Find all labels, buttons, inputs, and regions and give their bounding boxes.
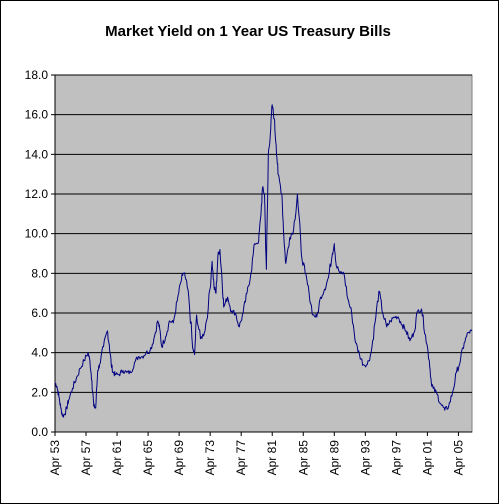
y-tick-label: 2.0 [31, 385, 48, 399]
y-tick-label: 18.0 [25, 68, 49, 82]
plot-area [54, 74, 473, 433]
x-tick-label: Apr 97 [389, 440, 403, 476]
x-tick-label: Apr 93 [358, 440, 372, 476]
y-tick-label: 8.0 [31, 266, 48, 280]
x-tick-label: Apr 89 [327, 440, 341, 476]
x-axis-ticks: Apr 53 Apr 57 Apr 61 Apr 65 Apr 69 Apr 73 Apr … [48, 432, 465, 475]
x-tick-label: Apr 85 [296, 440, 310, 476]
x-tick-label: Apr 57 [79, 440, 93, 476]
x-tick-label: Apr 73 [203, 440, 217, 476]
x-tick-label: Apr 65 [141, 440, 155, 476]
chart-title: Market Yield on 1 Year US Treasury Bills [105, 23, 391, 40]
x-tick-label: Apr 61 [110, 440, 124, 476]
y-tick-label: 0.0 [31, 425, 48, 439]
x-tick-label: Apr 69 [172, 440, 186, 476]
x-tick-label: Apr 01 [420, 440, 434, 476]
series-layer [54, 104, 473, 418]
y-axis-ticks: 0.0 2.0 4.0 6.0 8.0 10.0 12.0 14.0 16.0 18.0 [25, 68, 55, 439]
y-tick-label: 4.0 [31, 346, 48, 360]
y-tick-label: 6.0 [31, 306, 48, 320]
y-tick-label: 10.0 [25, 227, 49, 241]
x-tick-label: Apr 05 [451, 440, 465, 476]
x-tick-label: Apr 81 [265, 440, 279, 476]
y-tick-label: 12.0 [25, 187, 49, 201]
x-tick-label: Apr 53 [48, 440, 62, 476]
y-tick-label: 14.0 [25, 147, 49, 161]
x-tick-label: Apr 77 [234, 440, 248, 476]
gridlines [54, 74, 472, 433]
series-line-yield [54, 104, 473, 418]
y-tick-label: 16.0 [25, 108, 49, 122]
